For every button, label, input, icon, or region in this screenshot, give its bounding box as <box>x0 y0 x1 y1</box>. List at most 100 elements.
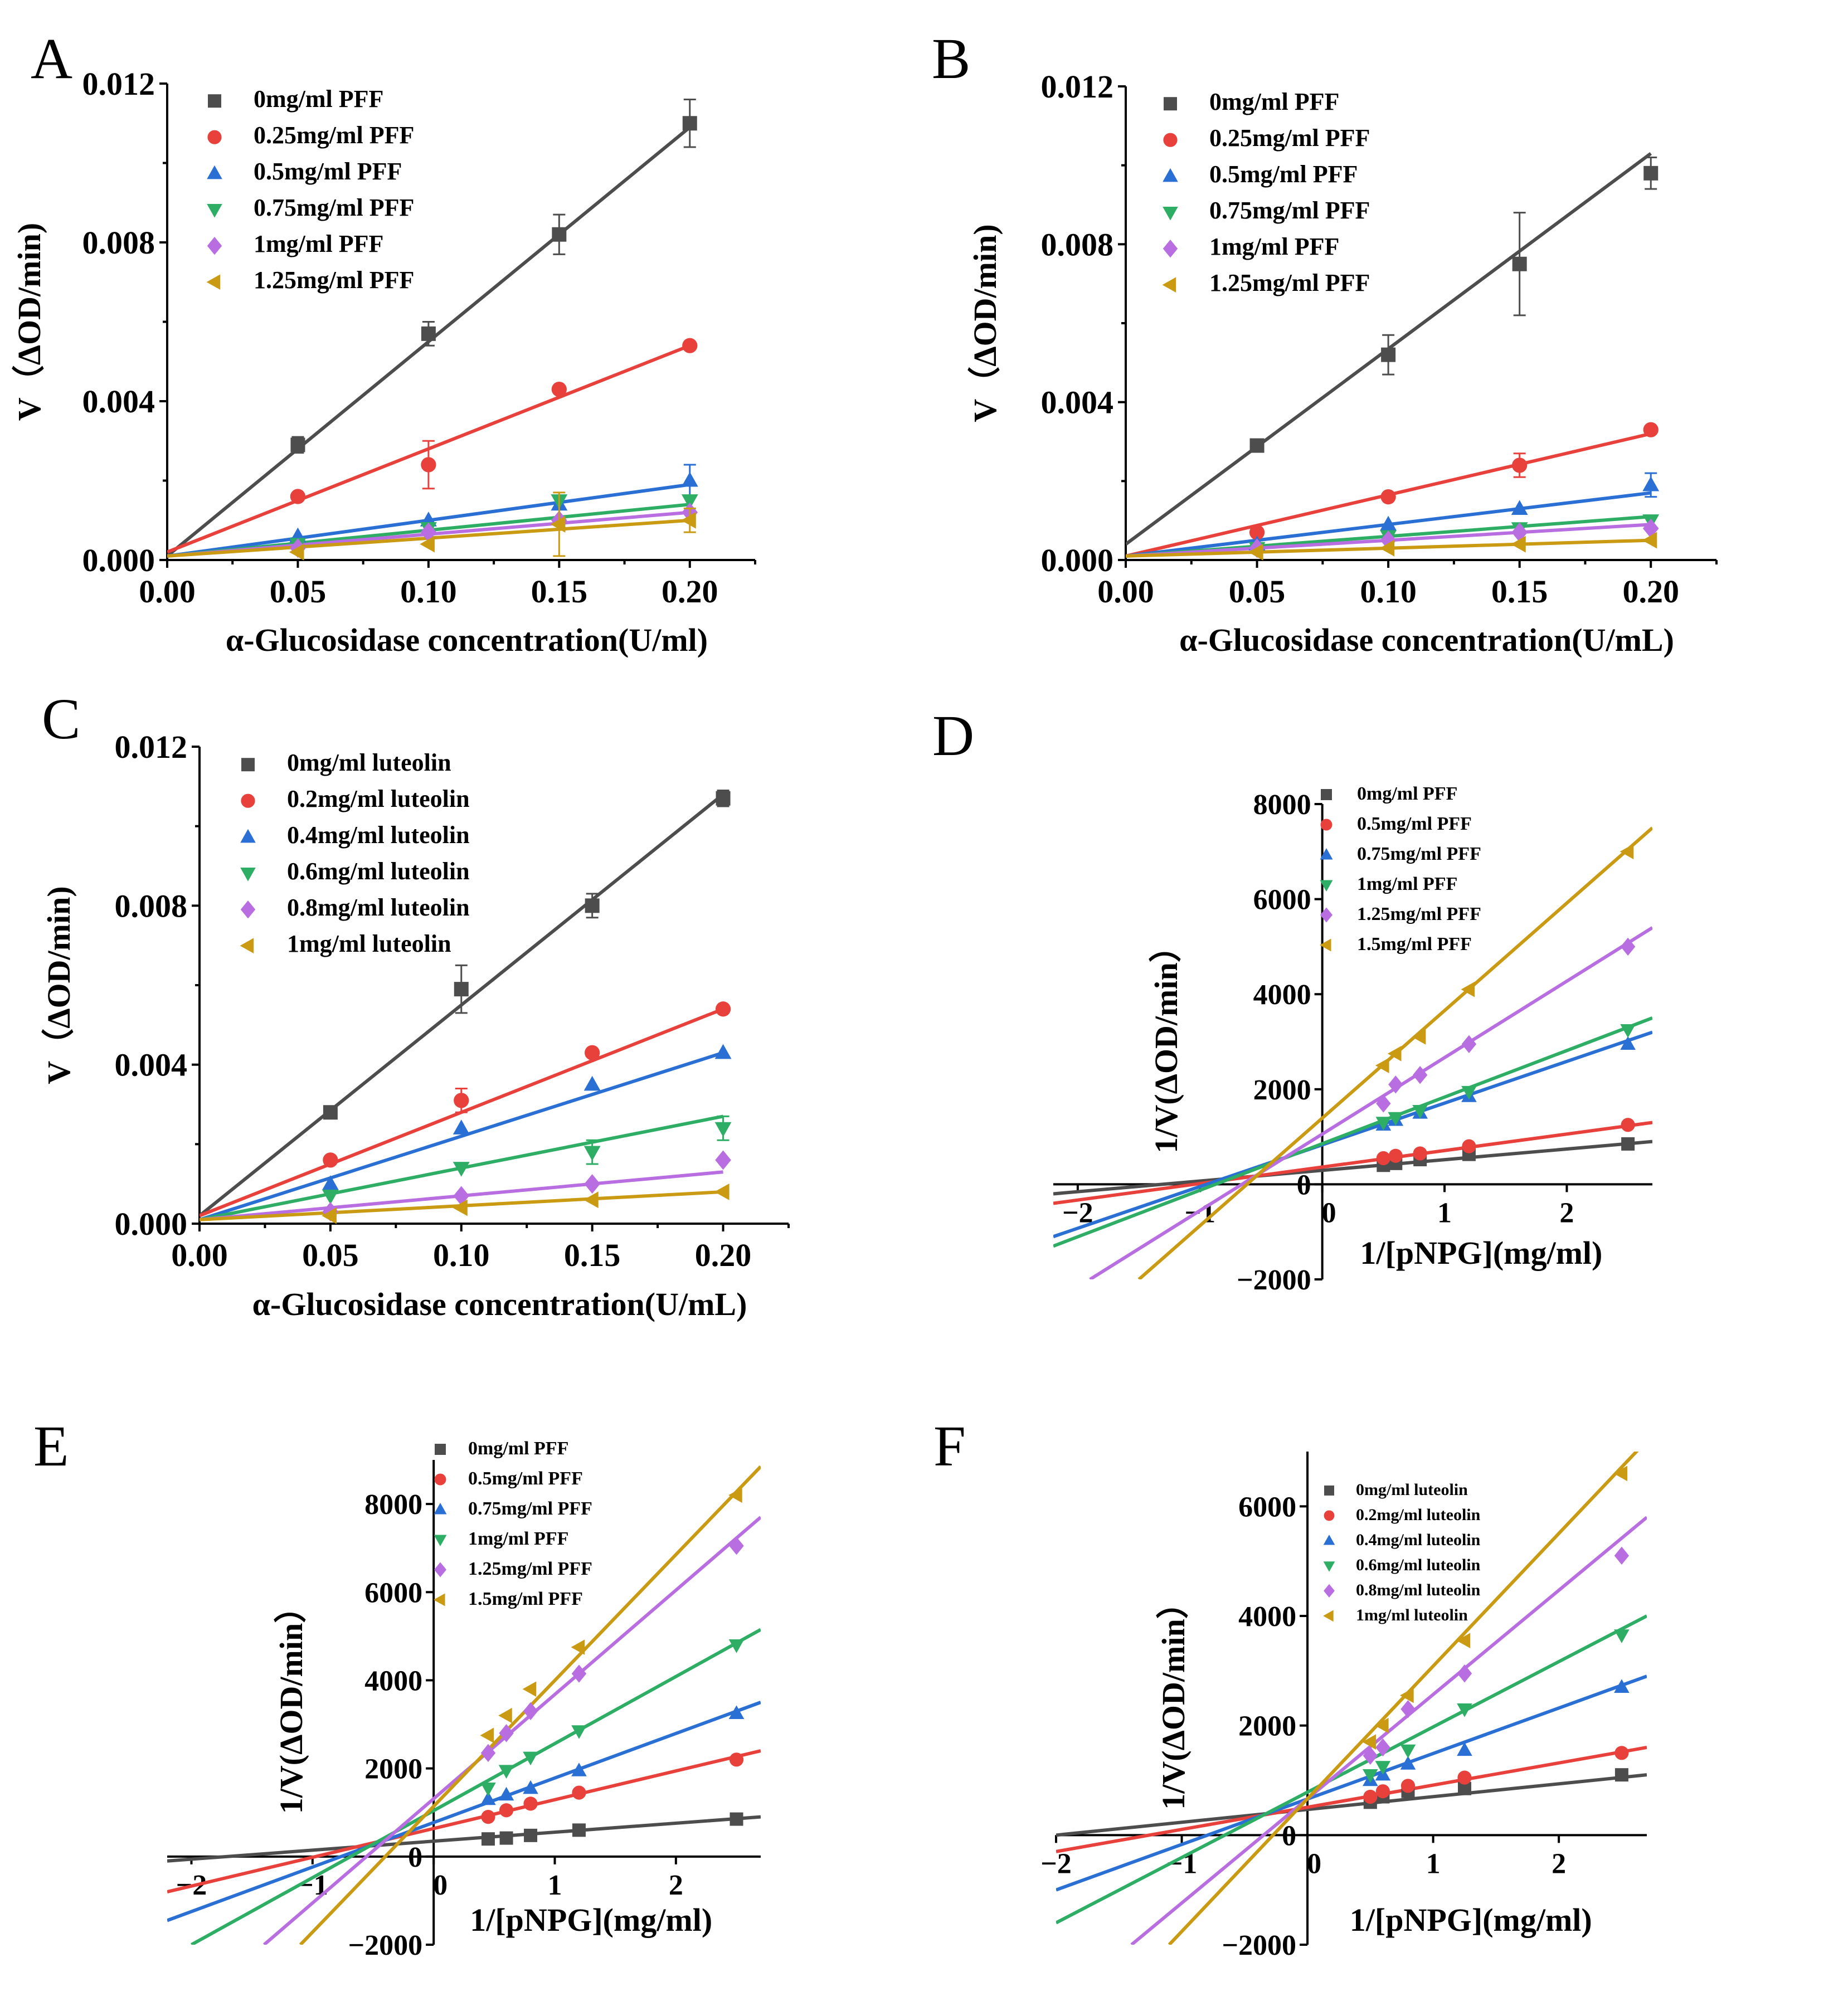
legend-marker <box>1320 938 1331 952</box>
data-point <box>480 1744 496 1762</box>
legend-marker <box>1320 819 1332 831</box>
data-point <box>1376 1094 1391 1113</box>
data-point <box>454 982 469 997</box>
legend: 0mg/ml PFF 0.5mg/ml PFF 0.75mg/ml PFF 1mg/m… <box>434 1438 592 1609</box>
data-point <box>1511 500 1528 515</box>
data-point <box>585 898 600 913</box>
legend-label: 0.6mg/ml luteolin <box>287 858 470 885</box>
data-point <box>1375 1784 1390 1799</box>
legend-marker <box>434 1593 445 1606</box>
x-tick-label: 0.05 <box>1229 573 1286 610</box>
data-point <box>1643 165 1659 181</box>
legend-label: 1mg/ml PFF <box>1357 874 1457 894</box>
data-point <box>289 543 304 561</box>
legend-label: 1.25mg/ml PFF <box>1209 269 1370 296</box>
data-point <box>729 1537 744 1555</box>
data-point <box>583 1075 601 1091</box>
legend-label: 1.25mg/ml PFF <box>1357 904 1481 924</box>
data-point <box>1412 1104 1428 1119</box>
data-point <box>1400 1779 1416 1793</box>
legend-label: 0.4mg/ml luteolin <box>287 821 470 849</box>
x-tick-label: −2 <box>1040 1848 1072 1880</box>
fit-line <box>1056 1614 1647 1925</box>
legend-label: 0mg/ml PFF <box>468 1438 568 1459</box>
data-point <box>480 1791 496 1805</box>
data-point <box>522 1681 537 1697</box>
legend-marker <box>1324 1584 1335 1598</box>
data-point <box>1387 1046 1402 1062</box>
data-point <box>1380 489 1396 505</box>
data-point <box>1614 1768 1628 1782</box>
y-axis-label: 1/V(ΔOD/min） <box>1148 930 1184 1153</box>
fit-line <box>1056 1773 1647 1837</box>
legend-marker <box>207 165 222 179</box>
fit-line <box>1089 926 1652 1279</box>
legend-marker <box>1162 277 1176 293</box>
data-point <box>480 1783 496 1796</box>
data-point <box>715 1150 731 1170</box>
panel-letter: E <box>33 1414 69 1478</box>
data-point <box>481 1810 495 1824</box>
data-point <box>1379 539 1395 557</box>
data-point <box>1620 1036 1636 1050</box>
fit-line <box>1053 1140 1652 1196</box>
x-tick-label: 0.05 <box>270 573 327 610</box>
legend-marker <box>1323 1610 1334 1622</box>
legend-marker <box>1323 1561 1335 1572</box>
fit-line <box>191 1628 761 1945</box>
data-point <box>1412 1029 1426 1045</box>
legend-label: 1.25mg/ml PFF <box>468 1559 592 1579</box>
data-point <box>681 471 698 487</box>
legend: 0mg/ml PFF 0.25mg/ml PFF 0.5mg/ml PFF 0.75m… <box>1162 88 1370 296</box>
y-tick-label: 4000 <box>1238 1601 1296 1633</box>
legend-label: 0.2mg/ml luteolin <box>287 785 470 812</box>
data-point <box>523 1796 538 1811</box>
legend-marker <box>434 1503 447 1515</box>
data-point <box>571 1725 587 1739</box>
x-tick-label: 0.00 <box>139 573 196 610</box>
y-tick-label: 8000 <box>1253 789 1311 821</box>
legend-marker <box>1163 207 1178 221</box>
data-point <box>323 1152 338 1168</box>
data-point <box>1620 1024 1636 1038</box>
y-tick-label: 8000 <box>364 1489 422 1521</box>
panel-letter: D <box>932 704 974 768</box>
legend-marker <box>1163 240 1178 258</box>
y-tick-label: 4000 <box>364 1665 422 1697</box>
data-point <box>1456 1633 1471 1649</box>
x-axis-label: α-Glucosidase concentration(U/mL) <box>1179 622 1674 658</box>
y-tick-label: 0.004 <box>82 383 155 420</box>
legend-marker <box>1320 907 1332 923</box>
y-tick-label: 0.012 <box>82 66 155 102</box>
data-point <box>498 1765 514 1779</box>
legend-marker <box>208 94 221 108</box>
data-point <box>585 1045 600 1060</box>
y-tick-label: 4000 <box>1253 979 1311 1011</box>
legend-marker <box>1320 848 1333 860</box>
legend-marker <box>1324 1510 1335 1521</box>
data-point <box>524 1828 538 1842</box>
data-point <box>1374 1717 1389 1734</box>
panel-letter: C <box>42 687 80 751</box>
y-tick-label: 0.008 <box>115 888 188 924</box>
legend-label: 0.2mg/ml luteolin <box>1356 1506 1481 1524</box>
fit-line <box>1130 1516 1647 1945</box>
x-tick-label: 1 <box>1426 1848 1441 1880</box>
legend-label: 1mg/ml luteolin <box>287 930 451 957</box>
data-point <box>499 1724 514 1742</box>
y-tick-label: 0.012 <box>115 729 188 765</box>
data-point <box>1376 1151 1390 1166</box>
y-tick-label: −2000 <box>1237 1264 1311 1296</box>
data-point <box>1375 1738 1390 1757</box>
x-tick-label: 2 <box>1559 1197 1574 1229</box>
x-axis-label: 1/[pNPG](mg/ml) <box>1350 1902 1592 1938</box>
data-point <box>551 381 567 397</box>
legend-label: 0.4mg/ml luteolin <box>1356 1531 1481 1549</box>
data-point <box>290 489 306 504</box>
legend-label: 1.25mg/ml PFF <box>254 266 414 294</box>
y-tick-label: 2000 <box>1253 1074 1311 1106</box>
x-tick-label: 0.15 <box>564 1237 621 1273</box>
data-point <box>1388 1148 1403 1163</box>
legend-marker <box>241 758 255 772</box>
